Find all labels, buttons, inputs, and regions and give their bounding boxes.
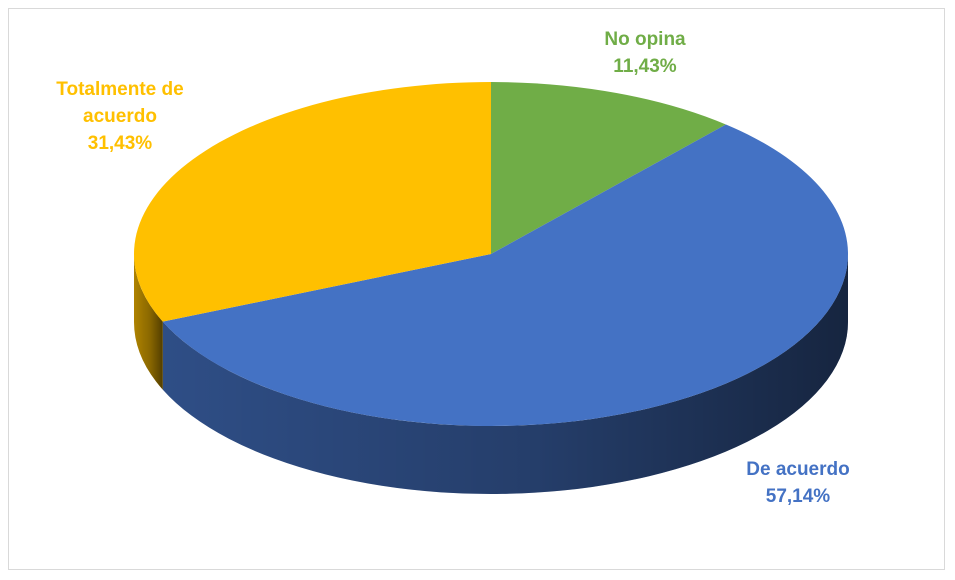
data-label-value: 11,43% [613, 56, 677, 77]
data-label-name: Totalmente de [56, 79, 184, 100]
pie-depth [134, 254, 849, 495]
pie-side-shading [134, 254, 163, 390]
data-label-de-acuerdo: De acuerdo 57,14% [698, 456, 898, 510]
data-label-name: acuerdo [83, 106, 157, 127]
data-label-name: De acuerdo [746, 459, 850, 480]
data-label-value: 31,43% [87, 133, 153, 154]
data-label-value: 57,14% [765, 486, 831, 507]
pie-slice-totalmente-de-acuerdo[interactable] [133, 82, 491, 322]
pie-slice-no-opina[interactable] [491, 82, 726, 254]
data-label-totalmente-de-acuerdo: Totalmente de acuerdo 31,43% [20, 76, 220, 157]
pie-slices [133, 82, 849, 427]
pie-side-shading [162, 254, 849, 495]
data-label-name: No opina [604, 29, 686, 50]
pie-slice-de-acuerdo[interactable] [162, 124, 849, 427]
data-label-no-opina: No opina 11,43% [545, 26, 745, 80]
